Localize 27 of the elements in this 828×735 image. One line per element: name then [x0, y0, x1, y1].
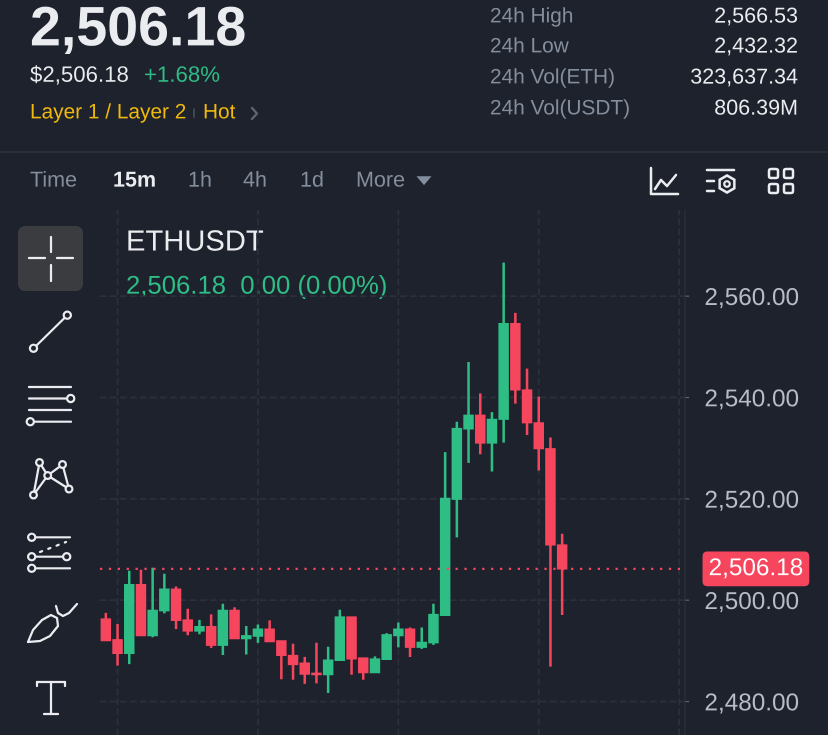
- text: 24h Vol(ETH): [491, 68, 614, 88]
- ref-line-label: 2,506.18: [710, 558, 802, 578]
- text: 24h High: [491, 7, 572, 27]
- y-tick-label: 2,560.00: [706, 288, 798, 308]
- text: 24h Vol(USDT): [491, 99, 629, 119]
- text: 1h: [190, 170, 211, 187]
- text: 806.39M: [715, 100, 796, 115]
- text: Time: [30, 170, 76, 187]
- text: $2,506.18: [30, 65, 128, 85]
- y-tick-label: 2,540.00: [706, 389, 798, 410]
- text: 2,432.32: [715, 38, 797, 56]
- y-tick-label: 2,500.00: [706, 592, 798, 612]
- text: ETHUSDT: [128, 230, 264, 251]
- text: Hot: [204, 104, 236, 119]
- text: More: [358, 172, 404, 187]
- text: 24h Low: [491, 37, 569, 53]
- text: 4h: [243, 170, 266, 187]
- text: 2,506.18: [32, 6, 245, 54]
- text: 15m: [114, 172, 155, 187]
- text: 323,637.34: [691, 68, 798, 86]
- text: 2,506.18 0.00 (0.00%): [127, 275, 386, 299]
- y-tick-label: 2,480.00: [706, 693, 798, 714]
- text: 1d: [302, 170, 323, 187]
- text: 2,566.53: [715, 8, 798, 26]
- text: Layer 1 / Layer 2: [32, 103, 186, 123]
- y-tick-label: 2,520.00: [706, 490, 798, 511]
- text: +1.68%: [145, 66, 220, 82]
